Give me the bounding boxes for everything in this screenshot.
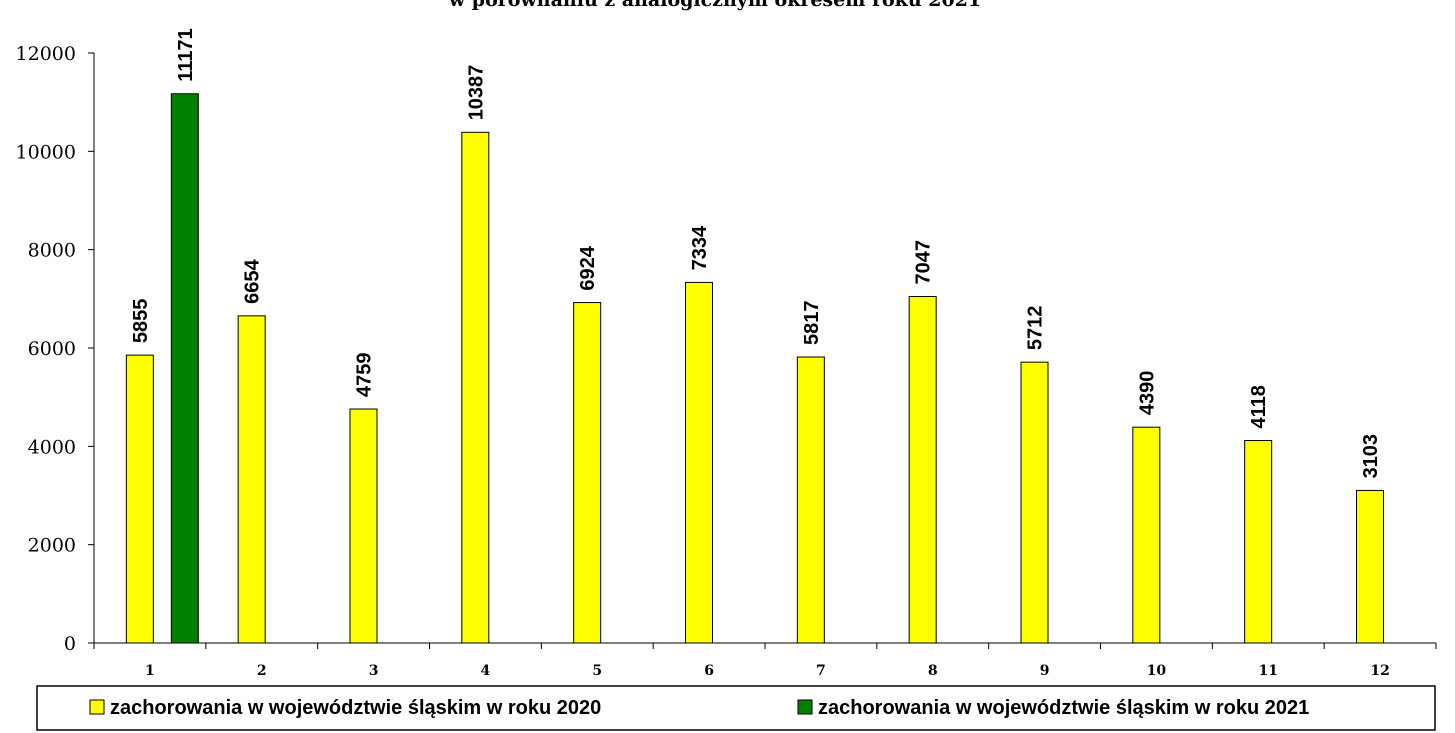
bar-2020 (685, 281, 713, 644)
x-tick-label: 9 (1040, 663, 1050, 679)
data-label: 10387 (465, 65, 487, 121)
legend-label-2020: zachorowania w województwie śląskim w ro… (110, 697, 601, 719)
data-labels: 5855 6654 4759 10387 6924 7334 5817 7047 5712 439… (130, 28, 1382, 478)
data-label: 5712 (1025, 306, 1047, 351)
y-tick-label: 6000 (28, 338, 76, 360)
x-tick-label: 5 (592, 663, 602, 679)
x-tick-label: 2 (257, 663, 267, 679)
data-label: 4390 (1136, 371, 1158, 416)
legend-box (36, 685, 1436, 731)
y-ticks: 0 2000 4000 6000 8000 10000 12000 (16, 43, 94, 655)
data-label: 6924 (577, 245, 599, 290)
bar-2020 (1356, 489, 1384, 644)
x-tick-label: 10 (1147, 663, 1167, 679)
bar-2020 (1020, 361, 1049, 644)
x-tick-label: 1 (145, 663, 155, 679)
data-label: 5817 (801, 300, 823, 345)
data-label: 5855 (130, 299, 152, 344)
data-label: 4118 (1248, 385, 1270, 428)
bar-2020 (125, 354, 154, 644)
bar-2020 (908, 296, 937, 644)
y-tick-label: 2000 (28, 535, 76, 557)
bar-2021 (170, 93, 199, 644)
y-tick-label: 4000 (28, 436, 76, 458)
y-tick-label: 8000 (28, 240, 76, 262)
data-label: 7334 (689, 225, 711, 270)
x-tick-label: 3 (369, 663, 379, 679)
bar-2020 (796, 356, 825, 644)
bars (125, 93, 1384, 644)
legend-swatch-2020 (89, 699, 105, 715)
chart-title: w porównaniu z analogicznym okresem roku… (448, 0, 981, 11)
bar-2020 (461, 131, 490, 644)
y-tick-label: 0 (64, 633, 76, 655)
data-label: 7047 (913, 240, 935, 285)
bar-2020 (573, 302, 602, 644)
data-label: 6654 (242, 258, 264, 303)
data-label: 4759 (354, 353, 376, 398)
y-tick-label: 10000 (16, 141, 76, 163)
bar-2020 (349, 408, 378, 644)
bar-2020 (1244, 440, 1273, 644)
legend-label-2021: zachorowania w województwie śląskim w ro… (818, 697, 1309, 719)
y-tick-label: 12000 (16, 43, 76, 65)
data-label: 11171 (175, 28, 197, 81)
x-tick-label: 7 (816, 663, 826, 679)
bar-2020 (1132, 426, 1161, 644)
legend-swatch-2021 (797, 699, 813, 715)
x-tick-label: 11 (1259, 663, 1278, 679)
data-label: 3103 (1360, 434, 1382, 479)
x-tick-label: 4 (481, 663, 491, 679)
x-ticks: 1 2 3 4 5 6 7 8 9 10 11 12 (93, 643, 1437, 679)
x-tick-label: 8 (928, 663, 938, 679)
bar-2020 (237, 315, 266, 644)
x-tick-label: 6 (704, 663, 714, 679)
x-tick-label: 12 (1370, 663, 1389, 679)
